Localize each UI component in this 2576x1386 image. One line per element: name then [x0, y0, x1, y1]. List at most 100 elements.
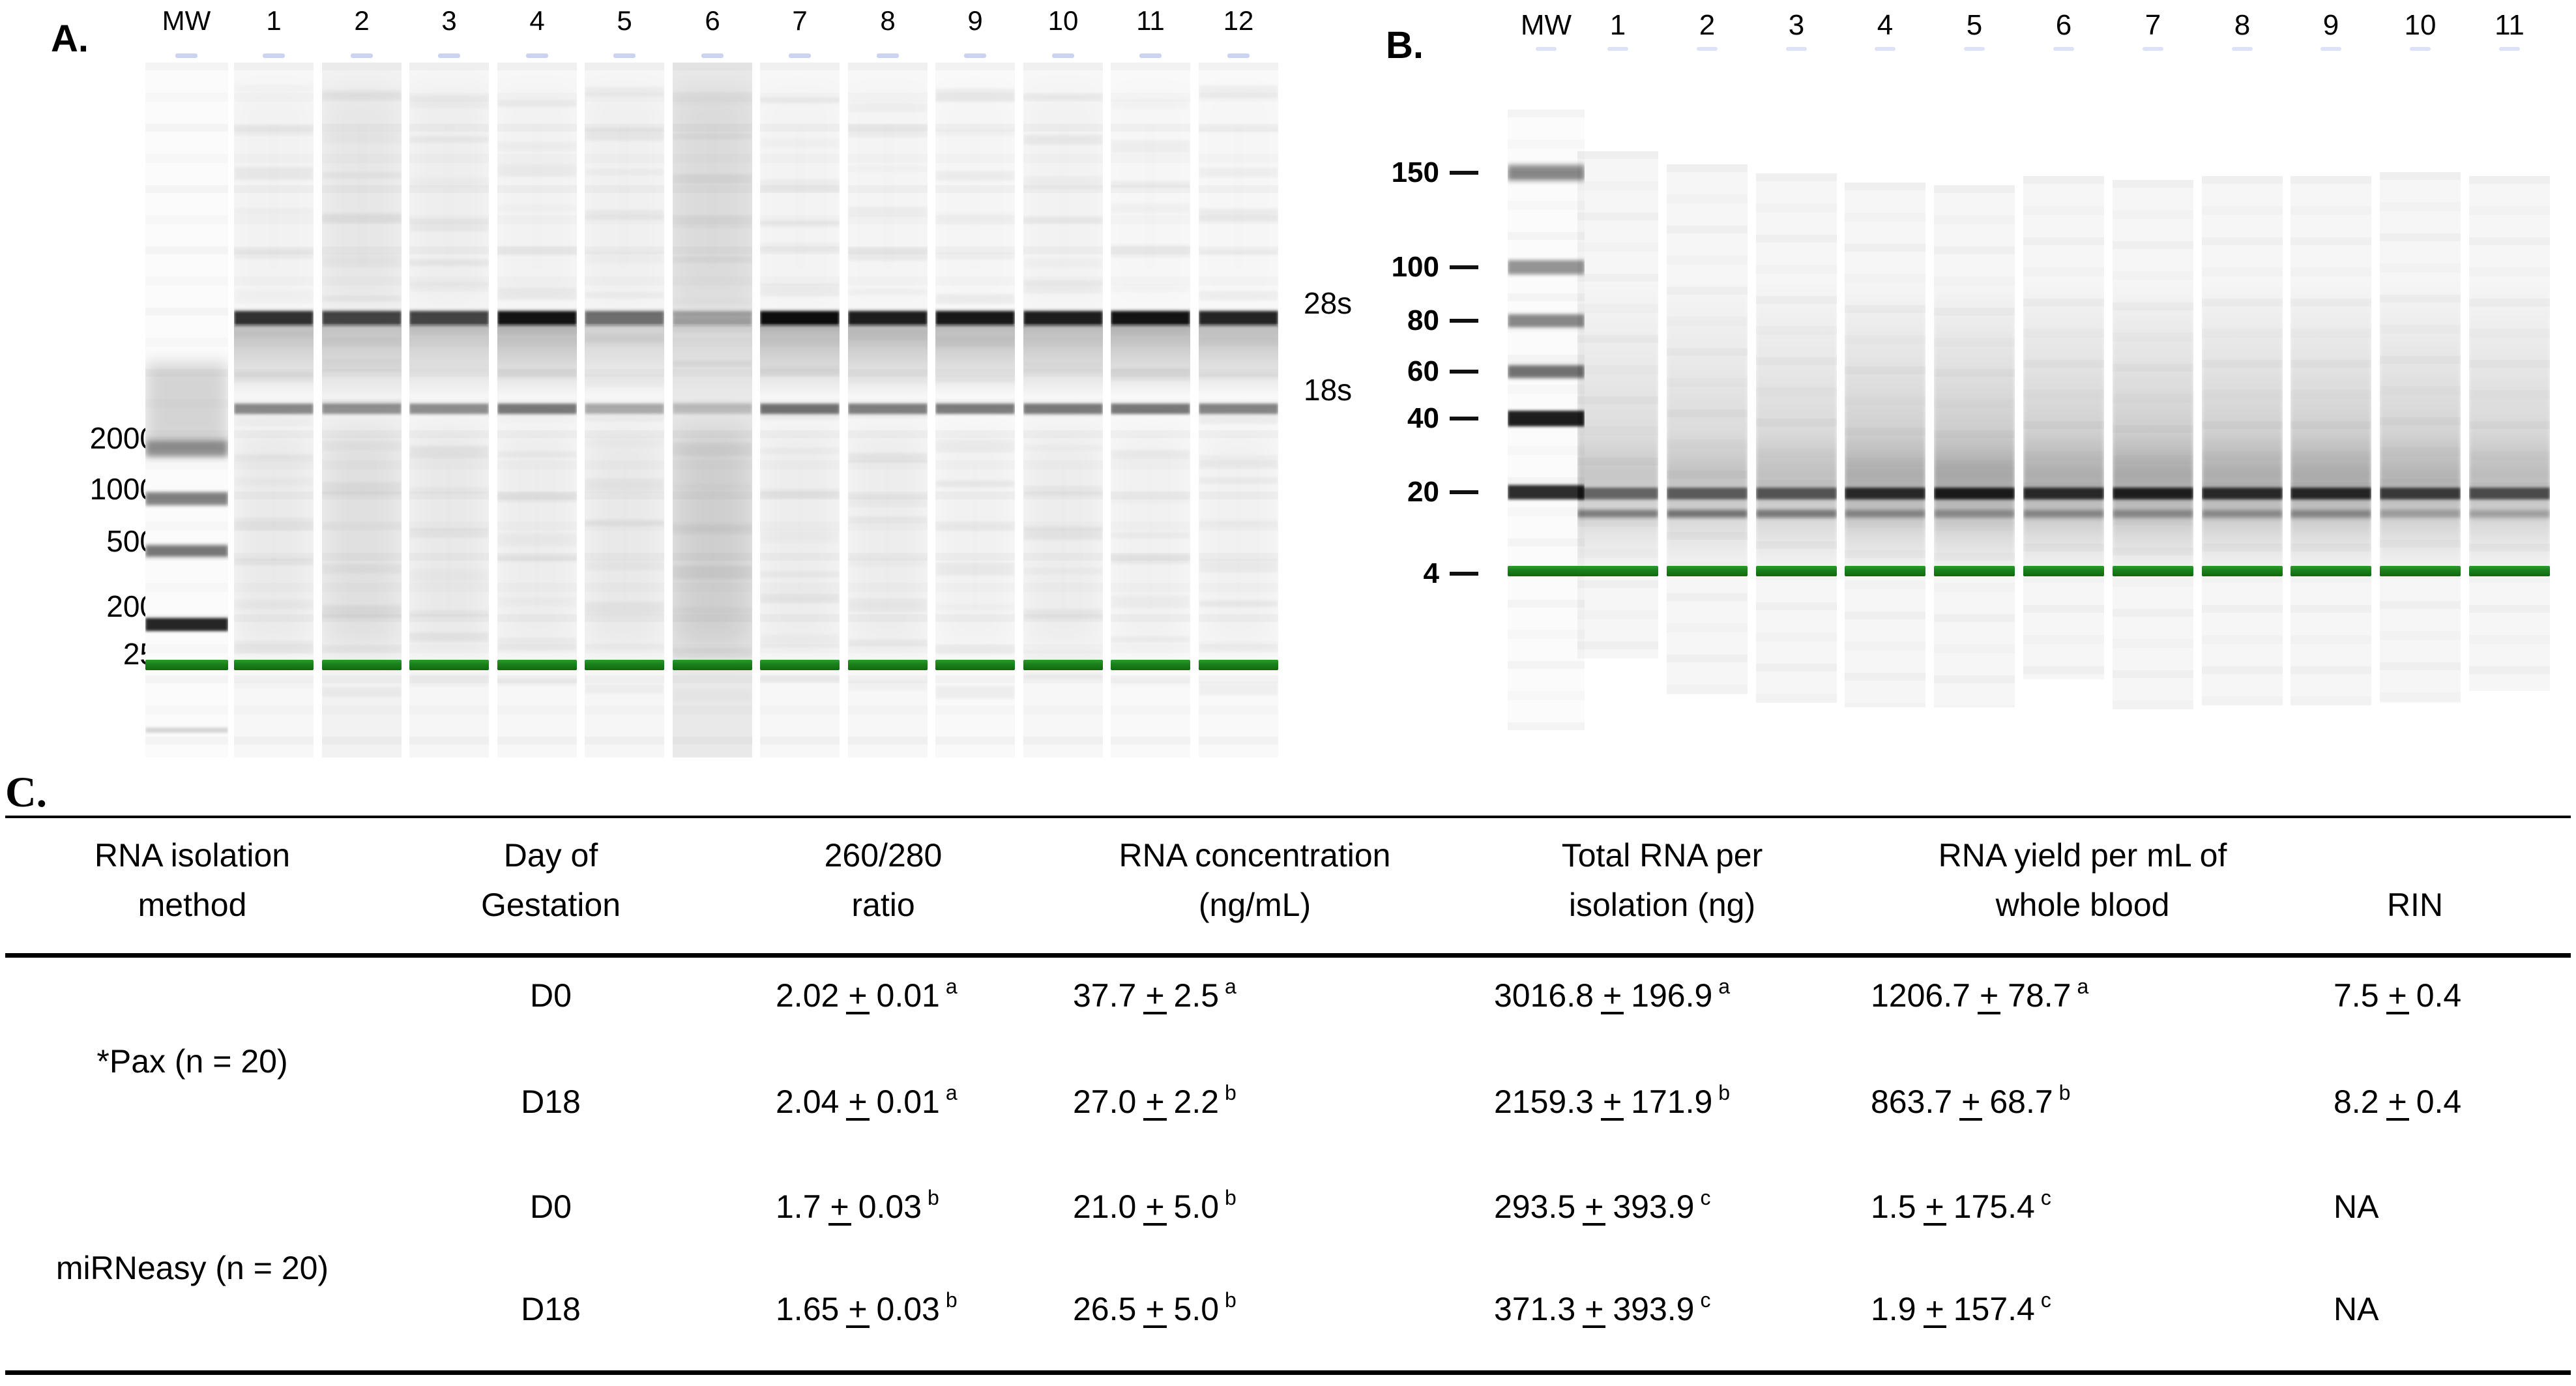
value-mean: 2159.3: [1494, 1084, 1594, 1120]
table-header: Gestation: [480, 887, 621, 923]
texture-band: [1111, 181, 1190, 188]
band-28s: [322, 311, 402, 325]
texture-band: [1199, 600, 1278, 607]
data-cell: 1.5 +175.4 c: [1871, 1186, 2327, 1226]
lane-top-tick: [2232, 47, 2253, 51]
green-marker-band: [497, 660, 577, 670]
mw-axis-label: 100: [1391, 251, 1439, 283]
table-header: RNA yield per mL of: [1938, 837, 2227, 874]
superscript: b: [1718, 1081, 1731, 1104]
data-cell: 21.0 +5.0 b: [1073, 1186, 1464, 1226]
band-18s: [497, 404, 577, 414]
lane-label: 4: [1877, 9, 1894, 41]
value-sd: 171.9: [1631, 1084, 1713, 1120]
band-28s: [1023, 311, 1103, 325]
value-sd: 0.01: [876, 1084, 940, 1120]
value-sd: 0.4: [2416, 1084, 2462, 1120]
texture-band: [935, 89, 1015, 102]
texture-band: [322, 605, 402, 618]
table-header: 260/280: [824, 837, 943, 874]
table-rule-bottom: [5, 1370, 2571, 1375]
mw-axis-label: 40: [1407, 402, 1439, 434]
band-28s: [585, 311, 664, 325]
green-marker-band: [1023, 660, 1103, 670]
band-mirna-main: [2469, 488, 2550, 499]
rrna-size-label: 18s: [1304, 373, 1353, 407]
lane-mid-smear: [497, 428, 577, 649]
superscript: b: [1225, 1186, 1237, 1209]
lane-smear: [2291, 280, 2371, 574]
lane-top-tick: [613, 53, 636, 58]
superscript: b: [928, 1186, 939, 1209]
lane-top-tick: [351, 53, 373, 58]
gel-lane-sample: [2291, 176, 2371, 705]
method-label: miRNeasy (n = 20): [55, 1250, 329, 1286]
lane-label: 7: [792, 5, 808, 36]
texture-band: [585, 520, 664, 526]
band-28s-shadow: [234, 325, 314, 397]
green-marker-band: [760, 660, 840, 670]
band-mirna-satellite: [1845, 510, 1925, 518]
value-sd: 0.03: [876, 1291, 940, 1327]
band-18s: [409, 404, 489, 414]
green-marker-band: [409, 660, 489, 670]
table-header: RNA isolation: [94, 837, 291, 874]
ladder-band: [145, 618, 228, 631]
lane-smear: [1756, 280, 1837, 574]
value-mean: 27.0: [1073, 1084, 1137, 1120]
band-28s: [497, 311, 577, 325]
value-sd: 157.4: [1953, 1291, 2035, 1327]
table-header: RIN: [2386, 887, 2444, 923]
lane-top-smear: [322, 89, 402, 304]
lane-top-tick: [1964, 47, 1985, 51]
value-sd: 5.0: [1173, 1291, 1220, 1327]
band-mirna-satellite: [1756, 510, 1837, 518]
superscript: c: [2040, 1186, 2051, 1209]
mw-axis-label: 4: [1423, 557, 1439, 589]
lane-top-tick: [2499, 47, 2520, 51]
texture-band: [409, 632, 489, 642]
lane-smear: [1845, 280, 1925, 574]
green-marker-band: [1199, 660, 1278, 670]
lane-smear: [2023, 280, 2104, 574]
texture-band: [935, 294, 1015, 304]
lane-label: 1: [266, 5, 282, 36]
gel-lane-sample: [409, 63, 489, 758]
lane-label: 8: [880, 5, 896, 36]
plus-minus: +: [828, 1190, 851, 1226]
ladder-band-faint: [145, 728, 228, 733]
lane-top-tick: [2143, 47, 2163, 51]
band-28s: [673, 311, 752, 325]
mw-axis-label: 1000: [89, 472, 156, 506]
green-marker-band: [234, 660, 314, 670]
lane-mid-smear: [409, 428, 489, 649]
band-mirna-satellite: [2291, 510, 2371, 518]
texture-band: [673, 566, 752, 579]
band-mirna-satellite: [1667, 510, 1748, 518]
lane-top-tick: [1052, 53, 1074, 58]
lane-mid-smear: [585, 428, 664, 649]
superscript: a: [1718, 975, 1731, 998]
plus-minus: +: [846, 1085, 870, 1121]
band-28s: [409, 311, 489, 325]
lane-top-smear: [673, 89, 752, 304]
texture-band: [935, 686, 1015, 699]
axis-tick: [1450, 171, 1478, 175]
band-mirna-main: [1667, 488, 1748, 499]
band-mirna-satellite: [1577, 510, 1658, 518]
green-marker-band: [1845, 566, 1925, 576]
band-28s-shadow: [760, 325, 840, 397]
band-mirna-satellite: [2469, 510, 2550, 518]
plus-minus: +: [1583, 1190, 1606, 1226]
band-18s: [585, 404, 664, 414]
texture-band: [322, 213, 402, 223]
texture-band: [1023, 527, 1103, 540]
lane-label: 3: [441, 5, 457, 36]
band-18s: [234, 404, 314, 414]
plus-minus: +: [1923, 1190, 1946, 1226]
lane-top-tick: [2053, 47, 2074, 51]
band-28s: [234, 311, 314, 325]
band-28s: [760, 311, 840, 325]
lane-smear: [2202, 280, 2283, 574]
